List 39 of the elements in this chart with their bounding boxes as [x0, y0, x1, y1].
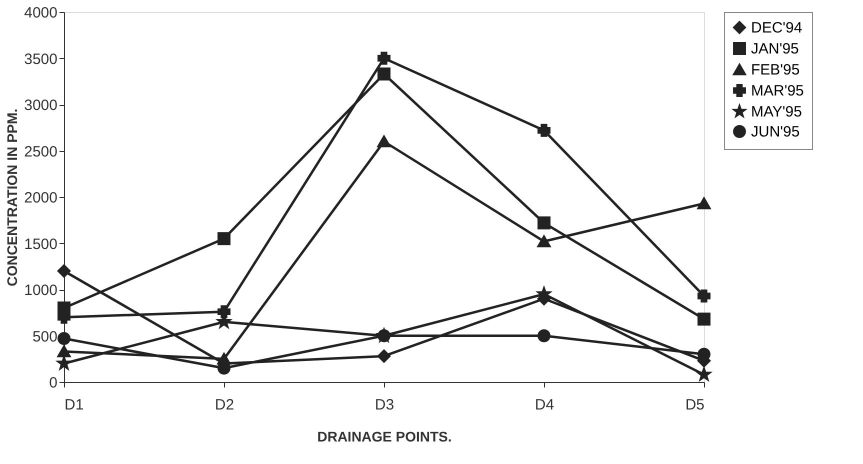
legend-label: FEB'95: [751, 62, 800, 78]
point: [698, 348, 710, 361]
point: [58, 346, 70, 358]
point: [58, 332, 70, 346]
y-tick-label: 3500: [24, 50, 58, 68]
point: [58, 264, 70, 278]
point: [538, 329, 550, 342]
y-tick-label: 3000: [24, 97, 58, 114]
x-axis-title: DRAINAGE POINTS.: [317, 428, 452, 444]
point: [378, 350, 390, 363]
point: [538, 236, 550, 248]
legend-label: MAY'95: [751, 104, 802, 120]
legend-label: JAN'95: [751, 40, 799, 58]
y-axis-title: CONCENTRATION IN PPM.: [4, 108, 20, 286]
point: [538, 216, 550, 230]
point: [698, 289, 710, 302]
x-tick-label: D3: [374, 396, 394, 414]
y-tick-label: 1500: [24, 236, 58, 253]
point: [218, 232, 230, 246]
x-tick-label: D2: [214, 396, 234, 414]
legend-label: JUN'95: [751, 124, 800, 140]
point: [218, 305, 230, 318]
point: [378, 52, 390, 65]
point: [698, 198, 710, 210]
point: [378, 136, 390, 148]
x-tick-label: D1: [64, 396, 84, 414]
y-tick-label: 2500: [24, 143, 58, 160]
x-tick-label: D5: [685, 396, 704, 414]
x-tick-label: D4: [534, 396, 554, 414]
point: [378, 67, 390, 80]
y-tick-label: 4000: [24, 4, 58, 22]
y-tick-label: 1000: [24, 282, 58, 299]
legend-label: DEC'94: [751, 20, 802, 36]
point: [698, 312, 710, 326]
legend-label: MAR'95: [751, 82, 804, 100]
y-tick-label: 500: [32, 328, 58, 346]
y-tick-label: 2000: [24, 190, 58, 206]
point: [538, 124, 550, 137]
y-tick-label: 0: [49, 374, 58, 392]
